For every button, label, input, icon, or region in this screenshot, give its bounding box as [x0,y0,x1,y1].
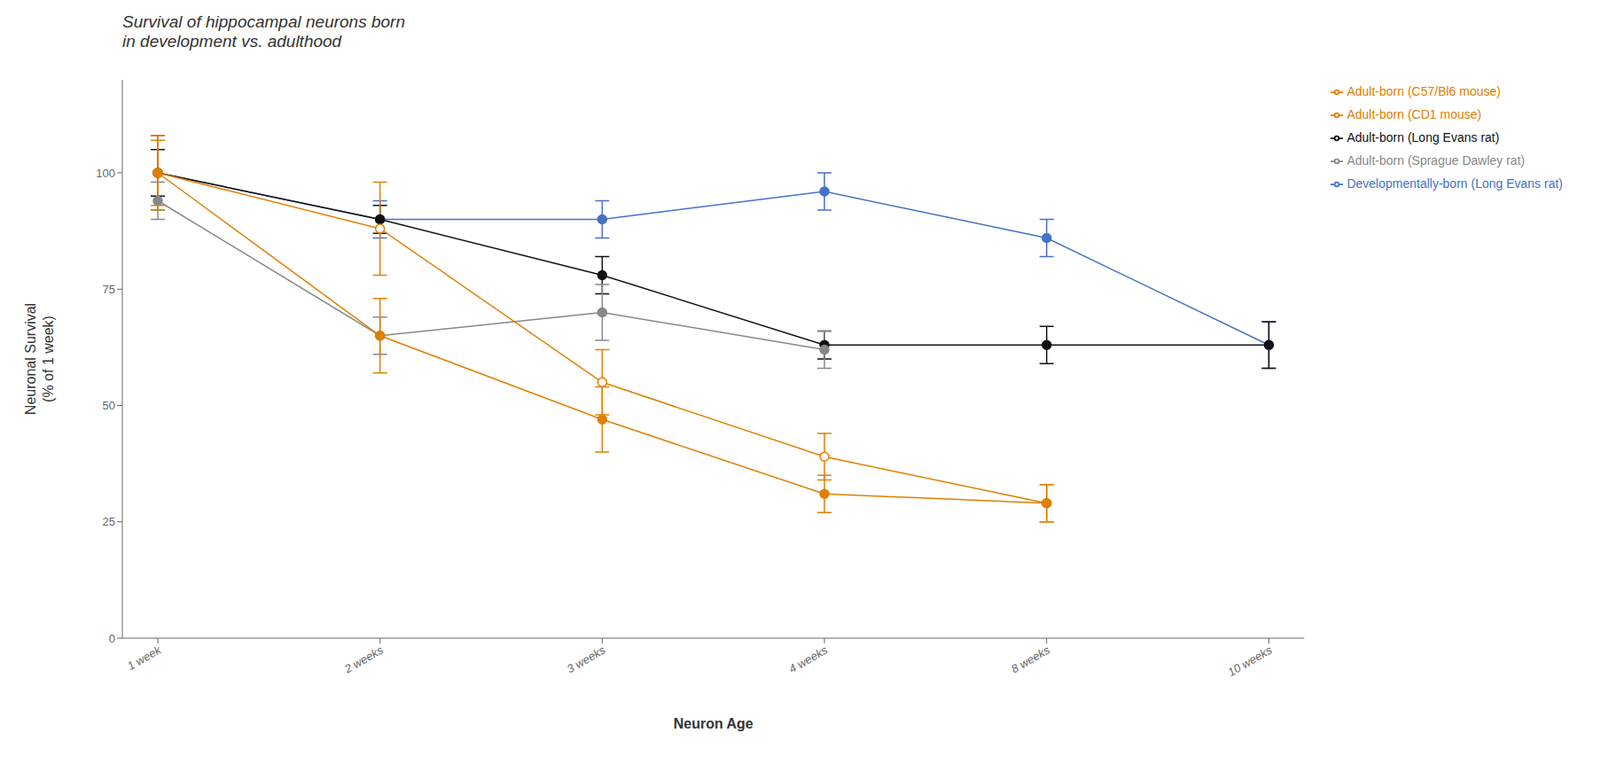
html-text:Developmentally-born (Long Eva: Developmentally-born (Long Evans rat) [1346,176,1563,191]
svg-text:8 weeks: 8 weeks [1008,642,1053,676]
svg-text:4 weeks: 4 weeks [786,642,830,676]
svg-text:0: 0 [109,632,116,646]
svg-text:3 weeks: 3 weeks [564,642,609,676]
svg-text:2 weeks: 2 weeks [341,642,386,677]
svg-text:50: 50 [102,398,116,413]
svg-text:100: 100 [95,166,116,180]
html-text:Survival of hippocampal neuron: Survival of hippocampal neurons born in … [122,12,406,51]
html-text:Adult-born (Long Evans rat): Adult-born (Long Evans rat) [1346,130,1500,145]
svg-text:Neuron Age: Neuron Age [673,716,754,732]
svg-text:Neuronal Survival(% of 1 week): Neuronal Survival(% of 1 week) [23,303,55,415]
html-text:Adult-born (C57/Bl6 mouse): Adult-born (C57/Bl6 mouse) [1346,84,1501,99]
svg-text:1 week: 1 week [124,642,164,673]
svg-text:75: 75 [102,282,116,297]
html-text:Adult-born (Sprague Dawley rat: Adult-born (Sprague Dawley rat) [1346,153,1525,168]
svg-text:10 weeks: 10 weeks [1225,642,1274,680]
html-text:Adult-born (CD1 mouse): Adult-born (CD1 mouse) [1346,107,1482,122]
svg-text:25: 25 [102,515,116,529]
